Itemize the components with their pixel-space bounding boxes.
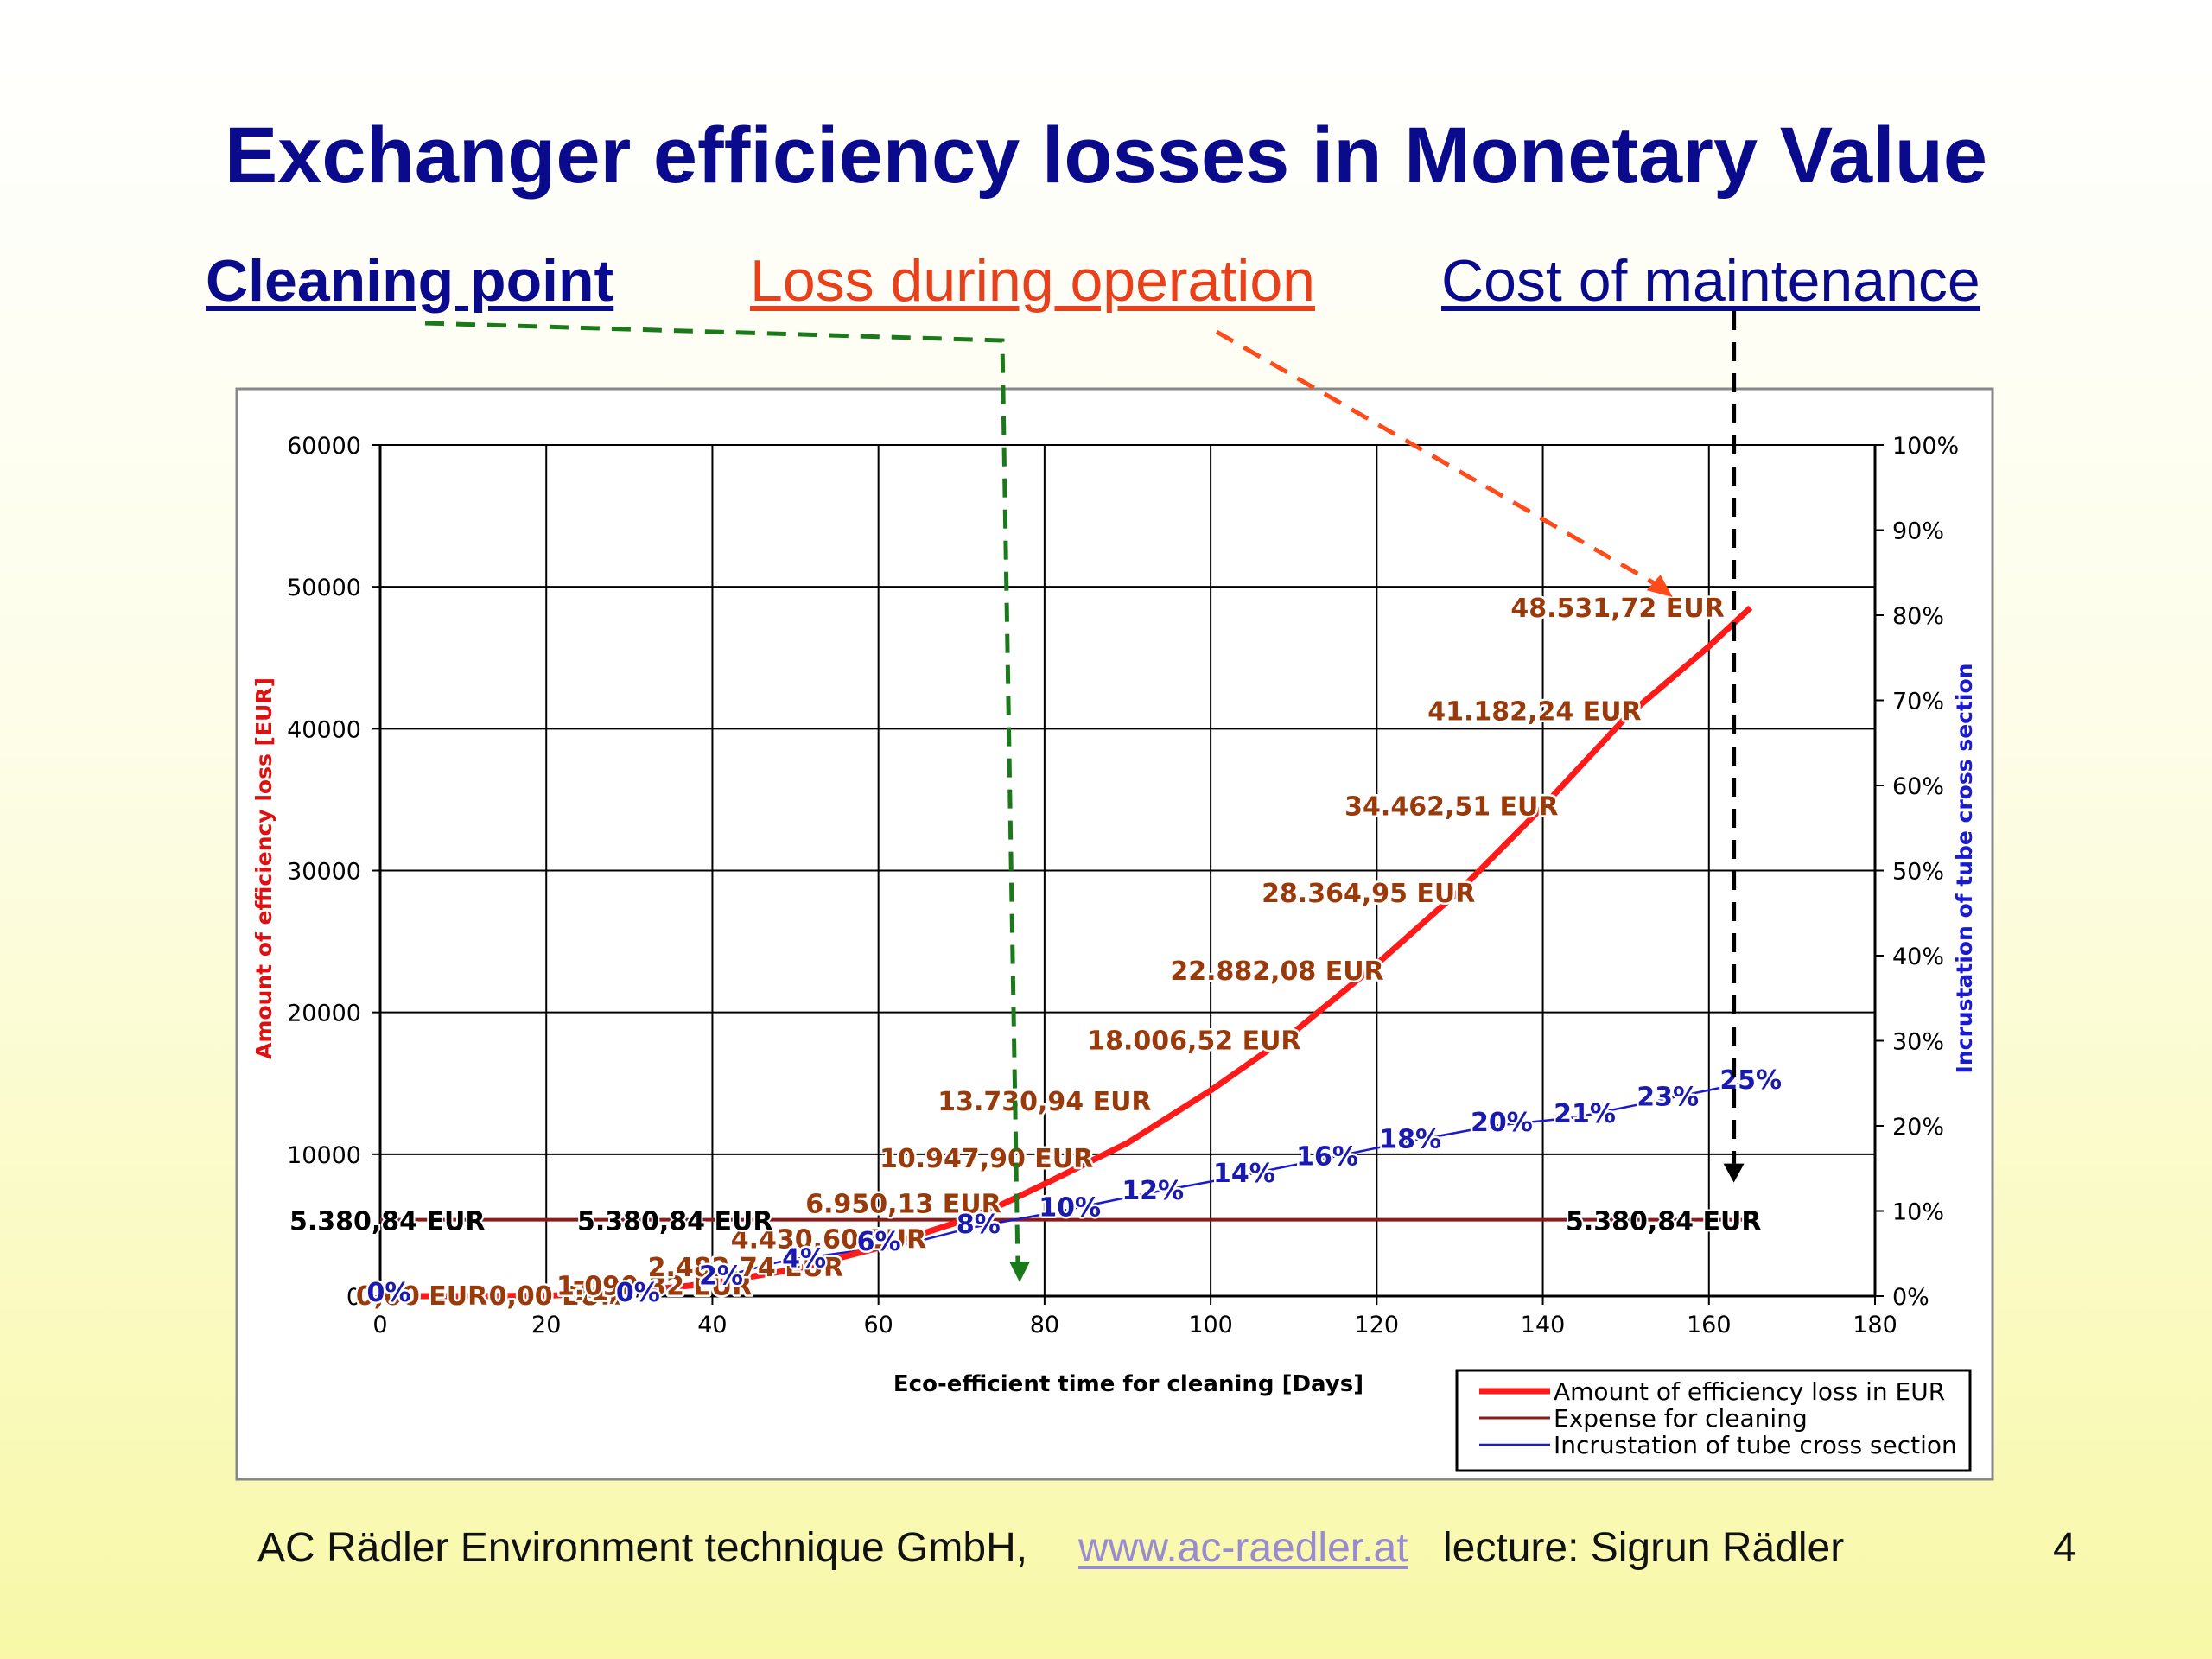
y-tick-label: 50000 — [287, 575, 361, 601]
data-label-efficiency-loss: 18.006,52 EUR — [1087, 1027, 1300, 1057]
data-label-expense-for-cleaning: 5.380,84 EUR — [289, 1207, 485, 1237]
data-label-efficiency-loss: 48.531,72 EUR — [1510, 594, 1724, 624]
data-label-incrustation: 4% — [782, 1244, 826, 1274]
data-label-incrustation: 21% — [1554, 1099, 1616, 1129]
x-tick-label: 80 — [1030, 1312, 1059, 1338]
data-label-incrustation: 16% — [1296, 1141, 1358, 1172]
data-label-incrustation: 0% — [616, 1278, 660, 1308]
data-label-incrustation: 25% — [1719, 1065, 1782, 1096]
y2-tick-label: 40% — [1892, 944, 1944, 970]
data-label-incrustation: 14% — [1213, 1159, 1275, 1189]
data-label-incrustation: 18% — [1379, 1125, 1441, 1155]
legend-label: Amount of efficiency loss in EUR — [1554, 1377, 1945, 1406]
data-label-efficiency-loss: 1.090,32 EUR — [556, 1272, 752, 1302]
y2-tick-label: 50% — [1892, 859, 1944, 886]
maintenance-arrowhead — [1723, 1163, 1745, 1183]
y2-tick-label: 70% — [1892, 689, 1944, 715]
cleaning-point-arrowhead — [1009, 1262, 1031, 1282]
cleaning-point-label: Cleaning point — [206, 248, 614, 314]
legend-label: Incrustation of tube cross section — [1554, 1431, 1957, 1459]
data-label-incrustation: 6% — [857, 1227, 901, 1257]
data-label-efficiency-loss: 10.947,90 EUR — [880, 1144, 1093, 1174]
cleaning-point-arrow-line — [424, 321, 1020, 1271]
y-axis-label: Amount of efficiency loss [EUR] — [251, 677, 276, 1059]
footer-company: AC Rädler Environment technique GmbH, — [257, 1525, 1028, 1571]
y-tick-label: 0 — [346, 1284, 361, 1311]
y-tick-label: 30000 — [287, 859, 361, 886]
data-label-expense-for-cleaning: 5.380,84 EUR — [577, 1207, 772, 1237]
annotation-arrows-overlay — [424, 311, 1745, 1282]
x-tick-label: 60 — [863, 1312, 893, 1338]
y-tick-label: 20000 — [287, 1001, 361, 1027]
data-label-incrustation: 2% — [699, 1261, 743, 1291]
data-label-efficiency-loss: 13.730,94 EUR — [938, 1087, 1151, 1117]
y-tick-label: 60000 — [287, 433, 361, 460]
y2-tick-label: 20% — [1892, 1114, 1944, 1141]
chart-grid — [380, 445, 1875, 1296]
slide-title: Exchanger efficiency losses in Monetary … — [224, 111, 1988, 200]
data-label-efficiency-loss: 28.364,95 EUR — [1262, 879, 1475, 909]
data-label-efficiency-loss: 6.950,13 EUR — [805, 1189, 1001, 1219]
y-tick-label: 10000 — [287, 1142, 361, 1169]
x-tick-label: 100 — [1188, 1312, 1233, 1338]
y2-tick-label: 30% — [1892, 1029, 1944, 1056]
x-axis-label: Eco-efficient time for cleaning [Days] — [893, 1371, 1363, 1397]
y2-tick-label: 90% — [1892, 518, 1944, 545]
y2-tick-label: 80% — [1892, 603, 1944, 630]
loss-during-operation-label: Loss during operation — [750, 248, 1316, 314]
loss-arrow-line — [1215, 329, 1662, 589]
footer-lecture: lecture: Sigrun Rädler — [1443, 1525, 1845, 1571]
x-tick-label: 160 — [1687, 1312, 1732, 1338]
x-tick-label: 180 — [1853, 1312, 1897, 1338]
data-label-incrustation: 20% — [1471, 1108, 1533, 1138]
data-label-incrustation: 10% — [1039, 1193, 1101, 1224]
x-tick-label: 20 — [531, 1312, 561, 1338]
x-tick-label: 140 — [1521, 1312, 1566, 1338]
data-label-incrustation: 8% — [957, 1210, 1001, 1240]
y2-tick-label: 10% — [1892, 1199, 1944, 1226]
cost-of-maintenance-label: Cost of maintenance — [1441, 248, 1980, 314]
footer-website-link[interactable]: www.ac-raedler.at — [1078, 1525, 1408, 1571]
data-label-expense-for-cleaning: 5.380,84 EUR — [1566, 1207, 1761, 1237]
y2-axis-label: Incrustation of tube cross section — [1952, 664, 1977, 1074]
data-label-efficiency-loss: 2.482,74 EUR — [648, 1253, 843, 1283]
loss-arrowhead — [1646, 575, 1673, 598]
x-tick-label: 120 — [1355, 1312, 1400, 1338]
legend-box — [1455, 1369, 1972, 1472]
x-tick-label: 0 — [372, 1312, 387, 1338]
data-label-efficiency-loss: 0,00 EUR — [356, 1281, 487, 1312]
y2-tick-label: 100% — [1892, 433, 1959, 460]
y2-tick-label: 0% — [1892, 1284, 1929, 1311]
data-label-efficiency-loss: 41.182,24 EUR — [1427, 697, 1641, 728]
legend-label: Expense for cleaning — [1554, 1404, 1808, 1433]
y-tick-label: 40000 — [287, 716, 361, 743]
x-tick-label: 40 — [697, 1312, 727, 1338]
y2-tick-label: 60% — [1892, 773, 1944, 800]
data-label-efficiency-loss: 71,0 — [572, 1276, 636, 1306]
data-label-efficiency-loss: 0,00 EUR — [489, 1281, 620, 1312]
page-number: 4 — [2053, 1525, 2076, 1571]
data-label-efficiency-loss: 4.430,60 EUR — [731, 1224, 926, 1255]
chart-legend: Amount of efficiency loss in EURExpense … — [1455, 1369, 1972, 1472]
data-label-efficiency-loss: 22.882,08 EUR — [1170, 957, 1383, 987]
data-label-incrustation: 12% — [1122, 1176, 1184, 1206]
data-label-incrustation: 23% — [1637, 1082, 1699, 1112]
data-label-incrustation: 0% — [367, 1278, 411, 1308]
chart-series — [380, 605, 1753, 1300]
series-line-efficiency-loss — [380, 605, 1753, 1300]
data-label-efficiency-loss: 34.462,51 EUR — [1344, 792, 1558, 823]
